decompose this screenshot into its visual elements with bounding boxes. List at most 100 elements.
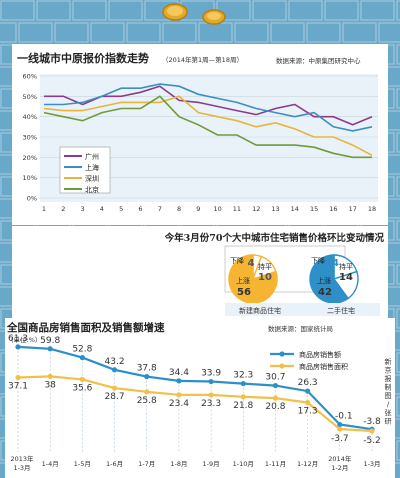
x-tick-label: 17 xyxy=(349,205,357,213)
side-note-char: / xyxy=(387,401,390,409)
brick xyxy=(396,44,400,65)
x-tick-label: 12 xyxy=(252,205,260,213)
legend-label: 上海 xyxy=(85,163,99,172)
data-point xyxy=(111,385,118,391)
brick xyxy=(270,22,305,43)
chart1-x-axis: 1 2 3 4 5 6 7 8 9 10 11 12 13 14 15 16 17 18 xyxy=(42,205,376,213)
pie-value-down: 14 xyxy=(325,258,339,269)
x-tick-label: 1-6月 xyxy=(106,460,123,468)
data-point xyxy=(79,376,85,382)
data-label: 32.3 xyxy=(233,371,253,381)
data-label: 28.7 xyxy=(105,392,125,402)
x-tick-label: 4 xyxy=(100,205,104,213)
x-tick-label: 11 xyxy=(233,205,241,213)
data-label: 37.1 xyxy=(8,381,28,391)
chart2-title: 今年3月份70个大中城市住宅销售价格环比变动情况 xyxy=(164,232,385,244)
data-label: -0.1 xyxy=(335,412,353,422)
x-tick-label: 18 xyxy=(368,205,376,213)
x-tick-label: 10 xyxy=(214,205,222,213)
series-line-2 xyxy=(17,375,373,433)
chart1-y-axis: 0% 10% 20% 30% 40% 50% 60% xyxy=(23,73,37,203)
legend-marker xyxy=(279,351,285,357)
side-note-char: 京 xyxy=(385,366,392,375)
data-point xyxy=(208,392,214,398)
y-tick-label: 10% xyxy=(23,174,37,182)
pie-value-up: 56 xyxy=(237,287,251,298)
data-label: 23.3 xyxy=(201,399,221,409)
x-tick-label: 1-3月 xyxy=(13,464,30,472)
data-point xyxy=(15,344,21,350)
data-label: 33.9 xyxy=(201,369,221,379)
chart1-title: 一线城市中原报价指数走势 xyxy=(17,51,149,65)
brick xyxy=(342,22,377,43)
x-tick-label: 1-10月 xyxy=(233,460,254,468)
data-point xyxy=(111,367,118,373)
data-label: 35.6 xyxy=(72,383,92,393)
brick xyxy=(54,22,89,43)
y-tick-label: 60% xyxy=(23,73,37,81)
brick xyxy=(324,0,359,21)
x-tick-label: 1-11月 xyxy=(265,460,286,468)
data-label: 25.8 xyxy=(137,396,157,406)
pie-label-flat: 持平 xyxy=(258,262,272,271)
data-point xyxy=(337,421,343,428)
pie-slice xyxy=(309,254,350,304)
data-label: -3.7 xyxy=(331,434,349,444)
side-note-char: 新 xyxy=(385,357,392,366)
chart3-panel xyxy=(5,318,395,478)
data-label: 23.4 xyxy=(169,399,189,409)
data-label: 43.2 xyxy=(105,357,125,367)
x-tick-label: 1-2月 xyxy=(331,464,348,472)
x-tick-label: 15 xyxy=(310,205,318,213)
x-tick-label: 1-3月 xyxy=(363,460,380,468)
x-tick-label: 13 xyxy=(271,205,279,213)
data-point xyxy=(240,380,246,387)
data-point xyxy=(305,388,311,394)
brick xyxy=(0,0,35,21)
series-line-3 xyxy=(43,95,373,157)
data-label: 34.4 xyxy=(169,368,189,378)
data-point xyxy=(47,373,53,379)
data-label: 59.8 xyxy=(40,336,60,346)
brick xyxy=(90,22,125,43)
pie-label-down: 下降 xyxy=(311,256,325,265)
data-label: 21.8 xyxy=(233,401,253,411)
chart1-source: 数据来源：中原集团研究中心 xyxy=(276,56,361,65)
chart1-subtitle: （2014年第1周—第18周） xyxy=(162,55,243,64)
brick xyxy=(378,22,400,43)
legend-marker xyxy=(279,363,285,369)
x-tick-label: 1-5月 xyxy=(74,460,91,468)
legend-label: 商品房销售面积 xyxy=(299,362,348,371)
x-tick-label: 6 xyxy=(138,205,142,213)
brick xyxy=(0,22,17,43)
chart3-source: 数据来源：国家统计局 xyxy=(268,324,333,333)
data-point xyxy=(47,346,53,352)
brick xyxy=(396,176,400,197)
x-tick-label: 1-7月 xyxy=(138,460,155,468)
x-tick-label: 5 xyxy=(119,205,123,213)
brick xyxy=(396,132,400,153)
chart1-series xyxy=(43,83,373,159)
brick xyxy=(126,22,161,43)
brick xyxy=(396,264,400,285)
legend-label: 北京 xyxy=(85,185,99,194)
brick xyxy=(396,308,400,329)
chart3-unit: （单位:%） xyxy=(7,335,41,344)
pie-label-up: 上涨 xyxy=(236,276,250,285)
y-tick-label: 0% xyxy=(27,195,37,203)
series-line-4 xyxy=(43,95,372,159)
side-note-char: 制 xyxy=(385,383,392,392)
y-tick-label: 30% xyxy=(23,134,37,142)
data-label: 20.8 xyxy=(265,402,285,412)
data-point xyxy=(272,395,279,401)
pie-label-flat: 持平 xyxy=(339,262,353,271)
brick xyxy=(396,0,400,21)
data-label: 61.3 xyxy=(8,334,28,344)
brick xyxy=(72,0,107,21)
data-label: 26.3 xyxy=(298,378,318,388)
chart3-title: 全国商品房销售面积及销售额增速 xyxy=(6,321,165,334)
x-tick-label: 1-9月 xyxy=(203,460,220,468)
data-point xyxy=(272,382,279,389)
